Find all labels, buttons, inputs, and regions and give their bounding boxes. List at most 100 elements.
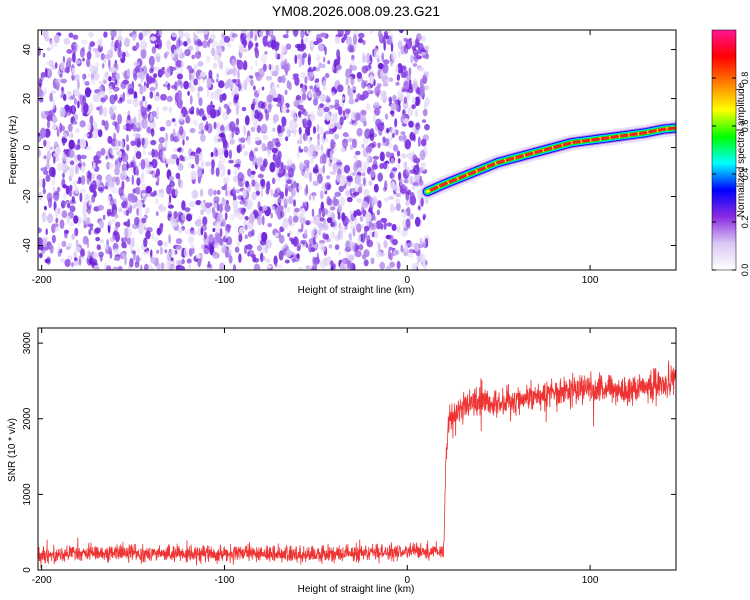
noise-blob: [376, 58, 380, 62]
noise-blob: [104, 54, 111, 60]
noise-blob: [261, 143, 267, 152]
noise-blob: [417, 136, 421, 148]
noise-blob: [213, 147, 218, 157]
noise-blob: [178, 36, 181, 47]
noise-blob: [317, 133, 320, 141]
x-tick-label: 0: [404, 575, 410, 586]
noise-blob: [353, 153, 358, 160]
noise-blob: [81, 164, 85, 173]
noise-blob: [83, 213, 88, 222]
noise-blob: [405, 218, 411, 228]
noise-blob: [373, 48, 379, 59]
noise-blob: [145, 185, 153, 194]
noise-blob: [338, 106, 343, 116]
noise-blob: [111, 186, 118, 194]
noise-blob: [394, 118, 398, 128]
noise-blob: [370, 257, 375, 265]
noise-blob: [216, 78, 219, 83]
noise-blob: [296, 139, 303, 145]
noise-blob: [414, 96, 420, 107]
noise-blob: [351, 119, 355, 124]
noise-blob: [97, 39, 100, 47]
noise-blob: [243, 150, 249, 157]
noise-blob: [42, 238, 48, 248]
noise-blob: [176, 79, 182, 87]
noise-blob: [160, 262, 165, 270]
noise-blob: [324, 72, 330, 79]
noise-blob: [189, 155, 196, 160]
noise-blob: [216, 56, 221, 64]
noise-blob: [199, 188, 204, 197]
noise-blob: [246, 198, 253, 210]
noise-blob: [409, 175, 414, 185]
noise-blob: [408, 248, 415, 254]
noise-blob: [156, 175, 160, 183]
noise-blob: [175, 238, 183, 245]
noise-blob: [234, 246, 240, 253]
noise-blob: [386, 153, 392, 158]
noise-blob: [261, 86, 265, 91]
noise-blob: [361, 143, 365, 149]
noise-blob: [415, 261, 420, 267]
noise-blob: [118, 150, 122, 158]
noise-blob: [267, 64, 270, 69]
noise-blob: [133, 61, 140, 67]
noise-blob: [253, 109, 260, 120]
noise-blob: [329, 171, 336, 175]
noise-blob: [407, 86, 414, 94]
noise-blob: [336, 161, 343, 166]
noise-blob: [89, 115, 94, 125]
noise-blob: [46, 114, 53, 122]
signal-peak: [562, 141, 572, 147]
noise-blob: [209, 108, 217, 119]
noise-blob: [150, 192, 157, 197]
noise-blob: [115, 72, 121, 81]
noise-blob: [191, 192, 195, 197]
noise-blob: [264, 51, 268, 55]
noise-blob: [232, 175, 239, 183]
noise-blob: [44, 128, 51, 138]
noise-blob: [262, 215, 265, 226]
noise-blob: [346, 251, 349, 260]
noise-blob: [257, 232, 262, 243]
noise-blob: [323, 56, 326, 63]
noise-blob: [251, 191, 257, 201]
x-tick-label: -100: [214, 575, 234, 586]
noise-blob: [73, 215, 79, 224]
noise-blob: [409, 131, 416, 141]
noise-blob: [311, 208, 315, 217]
noise-blob: [47, 213, 54, 224]
noise-blob: [388, 96, 393, 105]
noise-blob: [392, 94, 397, 103]
noise-blob: [312, 243, 318, 249]
noise-blob: [140, 183, 147, 189]
noise-blob: [366, 152, 370, 163]
noise-blob: [280, 103, 287, 114]
noise-blob: [384, 197, 389, 203]
noise-blob: [238, 253, 242, 263]
signal-peak: [648, 129, 657, 134]
noise-blob: [121, 180, 125, 190]
noise-blob: [380, 217, 388, 223]
noise-blob: [286, 159, 293, 166]
noise-blob: [54, 62, 58, 69]
noise-blob: [272, 138, 277, 143]
noise-blob: [109, 250, 113, 259]
noise-blob: [235, 118, 240, 126]
noise-blob: [342, 138, 348, 149]
noise-blob: [44, 205, 47, 211]
noise-blob: [87, 170, 91, 178]
noise-blob: [420, 138, 427, 147]
noise-blob: [334, 111, 338, 120]
noise-blob: [322, 225, 329, 231]
noise-blob: [126, 237, 132, 245]
noise-blob: [59, 122, 63, 133]
noise-blob: [297, 99, 304, 104]
noise-blob: [68, 149, 75, 159]
noise-blob: [213, 196, 220, 204]
x-tick-label: -200: [32, 275, 52, 286]
noise-blob: [104, 120, 109, 131]
noise-blob: [307, 53, 311, 62]
noise-blob: [377, 30, 382, 38]
noise-blob: [283, 58, 288, 69]
